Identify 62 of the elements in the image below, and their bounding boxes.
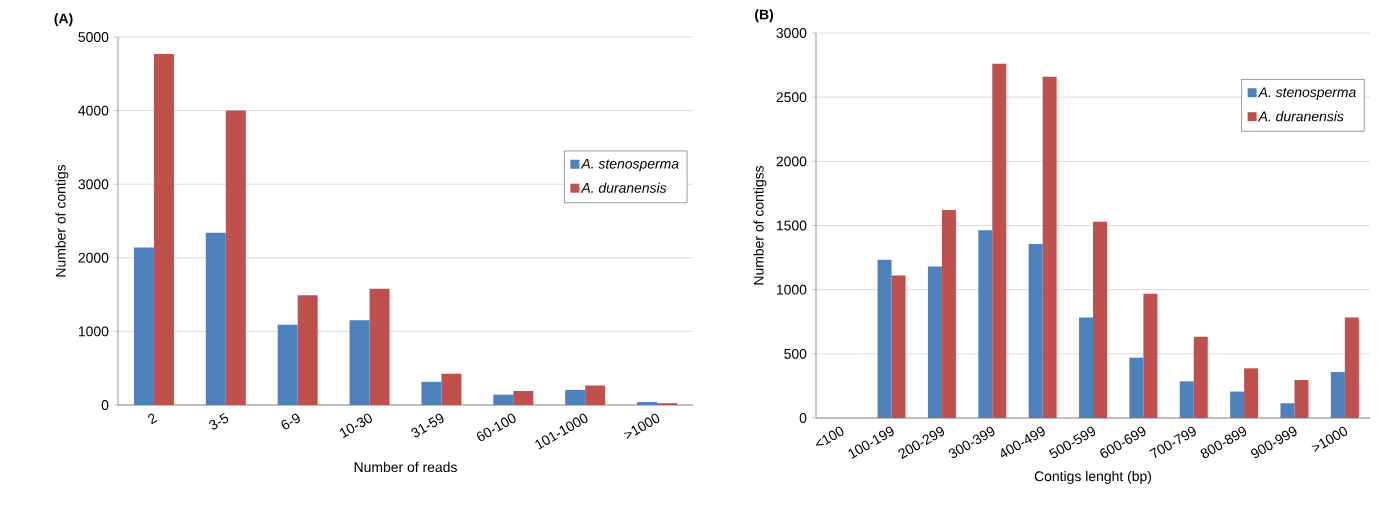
bar bbox=[1344, 317, 1359, 418]
bar bbox=[1294, 380, 1309, 418]
bar bbox=[992, 63, 1007, 418]
y-tick-label: 1000 bbox=[776, 284, 807, 295]
y-tick-label: 2500 bbox=[776, 92, 807, 103]
bar bbox=[1129, 357, 1144, 418]
bar bbox=[1244, 368, 1259, 418]
bar bbox=[1042, 76, 1057, 418]
bar bbox=[349, 320, 370, 405]
chart-title: (A) bbox=[54, 13, 73, 27]
y-tick-label: 0 bbox=[101, 400, 109, 410]
y-tick-label: 2000 bbox=[78, 252, 109, 263]
bar bbox=[978, 230, 993, 418]
bar bbox=[891, 275, 906, 418]
bar bbox=[1179, 381, 1194, 418]
bar bbox=[369, 288, 390, 405]
bar bbox=[205, 232, 226, 405]
chart-title: (B) bbox=[755, 9, 774, 23]
bar bbox=[513, 391, 534, 405]
bar bbox=[421, 381, 442, 405]
y-tick-label: 1500 bbox=[776, 220, 807, 231]
bar bbox=[1330, 371, 1345, 418]
y-tick-label: 3000 bbox=[78, 179, 109, 190]
x-axis-title: Number of reads bbox=[354, 461, 457, 473]
bar bbox=[1230, 391, 1245, 418]
y-tick-label: 4000 bbox=[78, 105, 109, 116]
bar bbox=[877, 259, 892, 418]
bar bbox=[1280, 403, 1295, 418]
bar bbox=[225, 110, 246, 405]
y-tick-label: 2000 bbox=[776, 156, 807, 167]
y-tick-label: 3000 bbox=[776, 28, 807, 38]
x-tick-label: <100 bbox=[816, 426, 844, 446]
x-tick-label: 6-9 bbox=[281, 413, 300, 430]
y-tick-label: 5000 bbox=[78, 32, 109, 42]
y-tick-label: 0 bbox=[799, 413, 807, 423]
bar bbox=[1093, 221, 1108, 418]
x-tick-label: 3-5 bbox=[209, 412, 229, 430]
y-axis-title: Number of contigss bbox=[753, 165, 767, 285]
y-tick-label: 1000 bbox=[78, 326, 109, 337]
bar bbox=[927, 266, 942, 418]
bar bbox=[297, 295, 318, 405]
x-tick-label: 2 bbox=[148, 413, 158, 425]
bar bbox=[941, 210, 956, 418]
bar bbox=[1079, 317, 1094, 418]
legend-label: A. duranensis bbox=[1257, 111, 1344, 122]
y-axis-title: Number of contigs bbox=[55, 164, 69, 277]
bar bbox=[493, 394, 514, 405]
bar bbox=[133, 247, 154, 405]
legend-label: A. stenosperma bbox=[580, 158, 679, 172]
bar bbox=[1028, 244, 1043, 418]
y-tick-label: 500 bbox=[784, 348, 807, 359]
legend-label: A. stenosperma bbox=[1257, 87, 1356, 100]
bar bbox=[441, 373, 462, 405]
bar bbox=[1143, 293, 1158, 418]
x-axis-title: Contigs lenght (bp) bbox=[1034, 470, 1152, 484]
bar bbox=[585, 385, 606, 405]
bar bbox=[153, 53, 174, 405]
legend-label: A. duranensis bbox=[580, 182, 667, 193]
bar bbox=[1193, 336, 1208, 418]
bar bbox=[565, 389, 586, 405]
bar bbox=[277, 324, 298, 405]
bar bbox=[637, 402, 658, 405]
